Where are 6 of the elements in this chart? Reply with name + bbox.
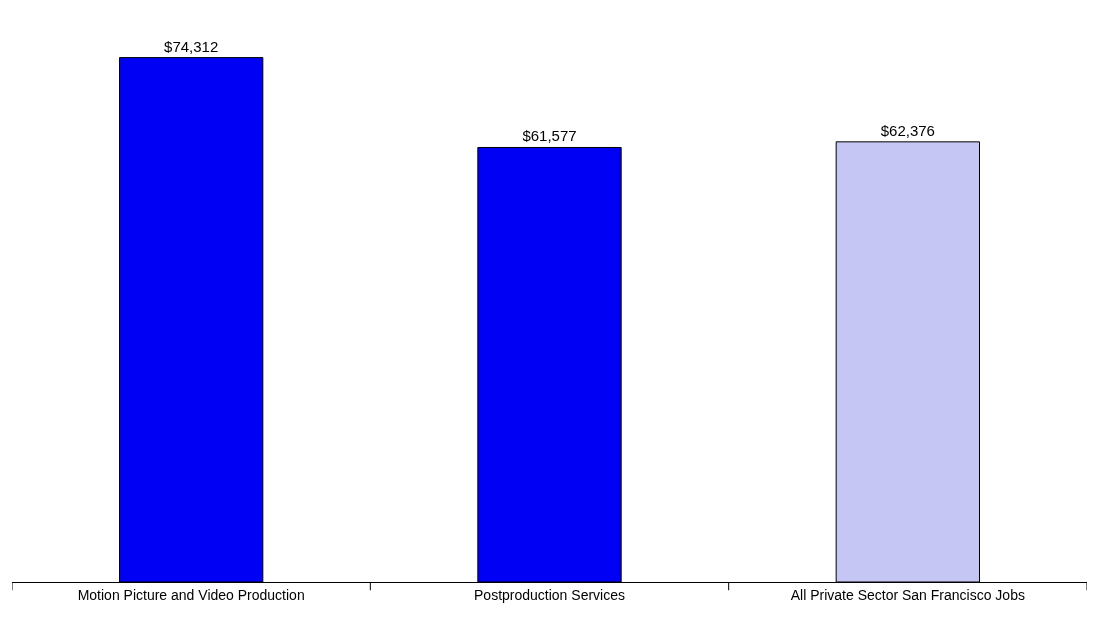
data-label: $62,376: [880, 121, 935, 139]
x-tick-label: Motion Picture and Video Production: [77, 586, 305, 603]
x-tick-label: Postproduction Services: [474, 586, 625, 603]
data-label: $61,577: [522, 127, 577, 145]
data-label: $74,312: [164, 37, 219, 55]
x-tick-label: All Private Sector San Francisco Jobs: [790, 586, 1025, 603]
